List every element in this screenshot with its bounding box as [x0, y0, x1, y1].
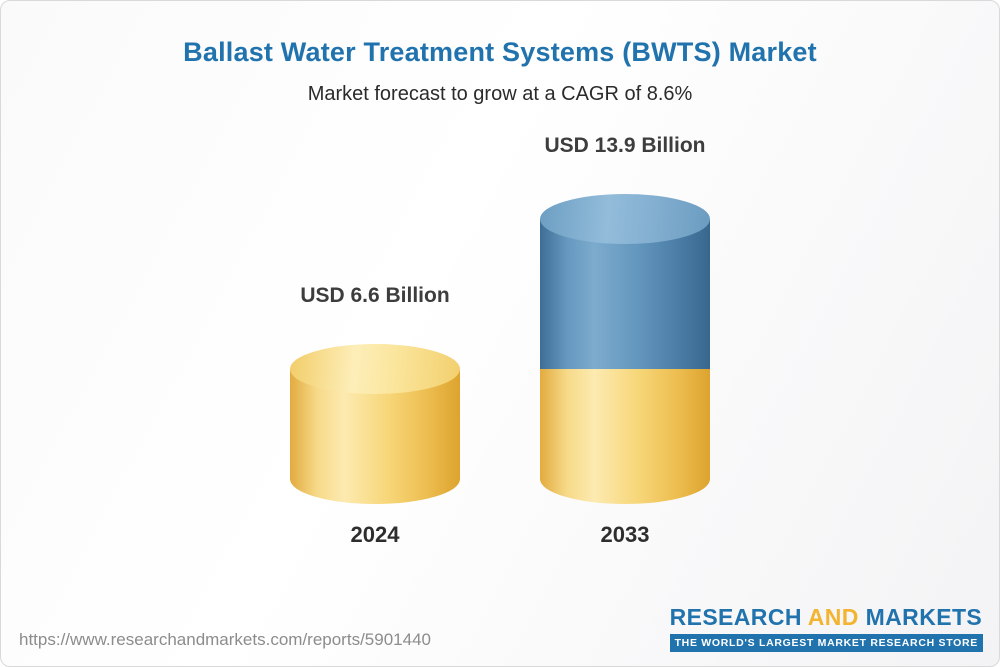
page-subtitle: Market forecast to grow at a CAGR of 8.6…	[307, 83, 693, 105]
logo-tagline: THE WORLD'S LARGEST MARKET RESEARCH STOR…	[669, 634, 983, 652]
report-url: https://www.researchandmarkets.com/repor…	[19, 630, 431, 649]
chart-header: Ballast Water Treatment Systems (BWTS) M…	[1, 1, 999, 106]
bar-2033-top-ellipse	[540, 194, 710, 245]
logo-wordmark: RESEARCH AND MARKETS	[670, 604, 983, 631]
bar-column-2024: USD 6.6 Billion 2024	[290, 284, 460, 548]
bar-2033-cylinder	[540, 194, 710, 504]
value-label-2024: USD 6.6 Billion	[300, 283, 450, 307]
page-footer: https://www.researchandmarkets.com/repor…	[1, 604, 999, 666]
logo-word-research: RESEARCH	[669, 604, 802, 630]
category-label-2024: 2024	[350, 522, 400, 547]
category-label-2033: 2033	[600, 522, 650, 547]
bar-2024-top-ellipse	[290, 343, 460, 394]
bar-column-2033: USD 13.9 Billion 2033	[540, 134, 710, 548]
logo-word-and: AND	[807, 604, 859, 630]
value-label-2033: USD 13.9 Billion	[544, 134, 706, 158]
logo-word-markets: MARKETS	[865, 604, 983, 630]
bar-2024-cylinder	[290, 343, 460, 504]
research-and-markets-logo: RESEARCH AND MARKETS THE WORLD'S LARGEST…	[669, 604, 983, 652]
cylinder-bar-chart: USD 6.6 Billion 2024 USD 13.9 Billion 20…	[1, 110, 999, 548]
bar-2033-base-segment	[540, 368, 710, 504]
page-title: Ballast Water Treatment Systems (BWTS) M…	[183, 37, 817, 67]
